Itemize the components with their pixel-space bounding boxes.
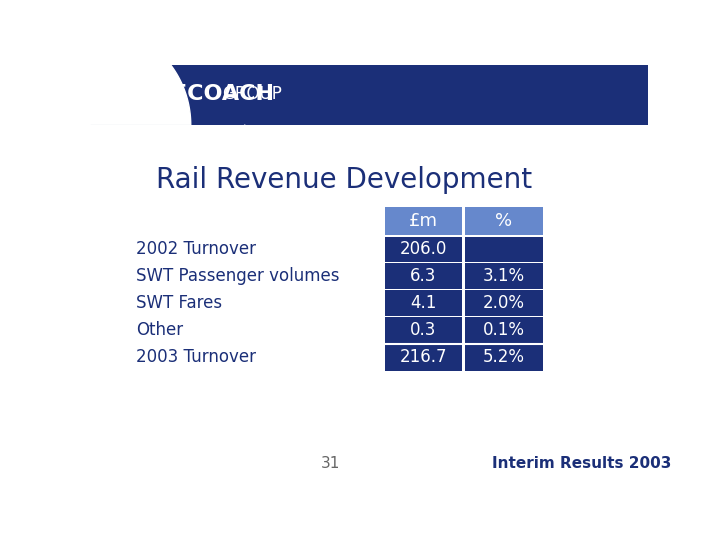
Text: STAGECOACH: STAGECOACH bbox=[107, 84, 274, 104]
Text: 6.3: 6.3 bbox=[410, 267, 436, 285]
Text: £m: £m bbox=[409, 212, 438, 230]
Bar bbox=[384, 207, 462, 235]
Bar bbox=[465, 291, 543, 316]
Text: SWT Passenger volumes: SWT Passenger volumes bbox=[137, 267, 340, 285]
Text: 216.7: 216.7 bbox=[400, 348, 447, 366]
Text: 4.1: 4.1 bbox=[410, 294, 436, 312]
Text: GROUP: GROUP bbox=[222, 85, 282, 103]
Text: 2002 Turnover: 2002 Turnover bbox=[137, 240, 256, 258]
Bar bbox=[465, 207, 543, 235]
Polygon shape bbox=[90, 125, 245, 279]
Bar bbox=[465, 318, 543, 343]
Text: 0.3: 0.3 bbox=[410, 321, 436, 339]
Bar bbox=[465, 345, 543, 370]
Text: 3.1%: 3.1% bbox=[483, 267, 525, 285]
Text: SWT Fares: SWT Fares bbox=[137, 294, 222, 312]
Text: 2.0%: 2.0% bbox=[483, 294, 525, 312]
Bar bbox=[384, 345, 462, 370]
Bar bbox=[384, 366, 462, 372]
Bar bbox=[465, 264, 543, 289]
Bar bbox=[90, 65, 648, 125]
Text: Other: Other bbox=[137, 321, 184, 339]
Text: 31: 31 bbox=[320, 456, 340, 471]
Text: 5.2%: 5.2% bbox=[483, 348, 525, 366]
Polygon shape bbox=[90, 25, 191, 125]
Bar bbox=[384, 318, 462, 343]
Text: %: % bbox=[495, 212, 513, 230]
Bar bbox=[384, 264, 462, 289]
Text: 206.0: 206.0 bbox=[400, 240, 447, 258]
Text: Rail Revenue Development: Rail Revenue Development bbox=[156, 166, 532, 194]
Bar bbox=[465, 366, 543, 372]
Bar bbox=[384, 237, 462, 262]
Bar bbox=[465, 237, 543, 262]
Text: 2003 Turnover: 2003 Turnover bbox=[137, 348, 256, 366]
Text: Interim Results 2003: Interim Results 2003 bbox=[492, 456, 672, 471]
Bar bbox=[384, 291, 462, 316]
Text: 0.1%: 0.1% bbox=[483, 321, 525, 339]
